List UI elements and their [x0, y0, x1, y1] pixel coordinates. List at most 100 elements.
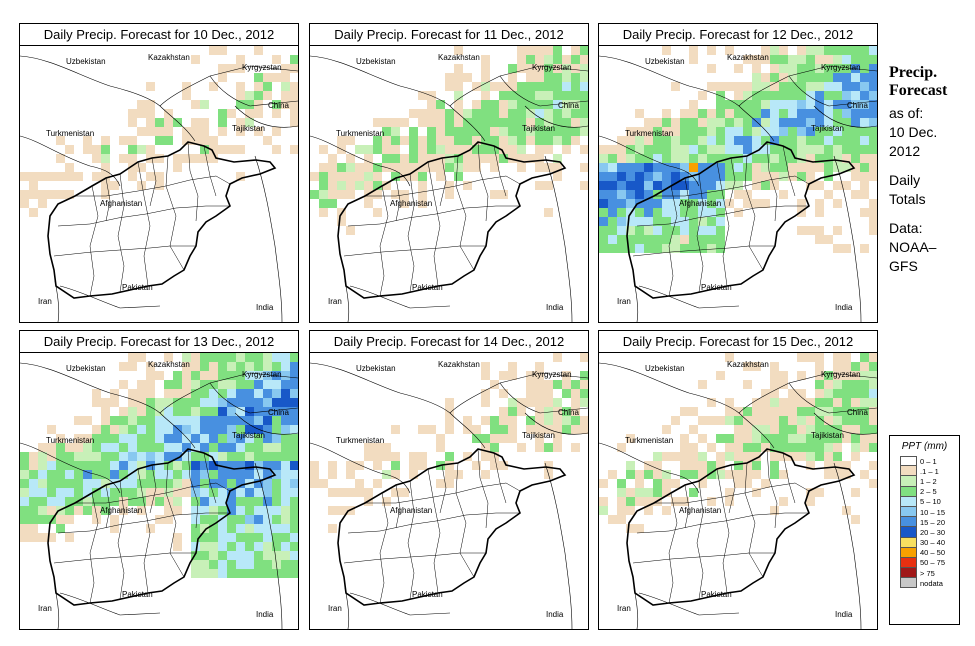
precip-cell: [626, 154, 635, 163]
precip-cell: [182, 371, 191, 380]
precip-cell: [200, 398, 209, 407]
precip-cell: [101, 452, 110, 461]
precip-cell: [851, 425, 860, 434]
precip-cell: [571, 73, 580, 82]
precip-cell: [137, 506, 146, 515]
precip-cell: [815, 136, 824, 145]
precip-cell: [716, 452, 725, 461]
label-turkmenistan: Turkmenistan: [625, 129, 673, 138]
precip-cell: [236, 524, 245, 533]
precip-cell: [815, 208, 824, 217]
precip-cell: [788, 425, 797, 434]
precip-cell: [245, 118, 254, 127]
precip-cell: [364, 452, 373, 461]
precip-cell: [245, 425, 254, 434]
precip-cell: [626, 163, 635, 172]
precip-cell: [337, 217, 346, 226]
precip-cell: [851, 154, 860, 163]
totals-line-1: Daily: [889, 172, 921, 188]
precip-cell: [155, 488, 164, 497]
precip-cell: [445, 470, 454, 479]
precip-cell: [535, 91, 544, 100]
precip-cell: [236, 533, 245, 542]
precip-cell: [119, 425, 128, 434]
precip-cell: [815, 380, 824, 389]
precip-cell: [806, 425, 815, 434]
precip-cell: [707, 127, 716, 136]
precip-cell: [209, 353, 218, 362]
precip-cell: [770, 470, 779, 479]
precip-cell: [580, 181, 588, 190]
precip-cell: [263, 497, 272, 506]
precip-cell: [254, 488, 263, 497]
precip-cell: [707, 461, 716, 470]
precip-cell: [806, 181, 815, 190]
precip-cell: [707, 82, 716, 91]
precip-cell: [436, 145, 445, 154]
precip-cell: [56, 434, 65, 443]
precip-cell: [797, 64, 806, 73]
precip-cell: [752, 127, 761, 136]
label-kazakhstan: Kazakhstan: [438, 360, 480, 369]
precip-cell: [29, 452, 38, 461]
precip-cell: [689, 461, 698, 470]
precip-cell: [200, 533, 209, 542]
precip-cell: [263, 542, 272, 551]
map: Uzbekistan Kazakhstan Kyrgyzstan China T…: [310, 353, 588, 629]
precip-cell: [137, 109, 146, 118]
precip-cell: [290, 91, 298, 100]
precip-cell: [851, 82, 860, 91]
precip-cell: [526, 55, 535, 64]
precip-cell: [209, 515, 218, 524]
precip-cell: [490, 443, 499, 452]
precip-cell: [725, 452, 734, 461]
precip-cell: [833, 226, 842, 235]
precip-cell: [716, 235, 725, 244]
precip-cell: [328, 506, 337, 515]
precip-cell: [851, 145, 860, 154]
precip-cell: [191, 470, 200, 479]
precip-cell: [508, 407, 517, 416]
precip-cell: [743, 362, 752, 371]
precip-cell: [128, 407, 137, 416]
precip-cell: [346, 488, 355, 497]
precip-cell: [716, 91, 725, 100]
precip-cell: [617, 497, 626, 506]
precip-cell: [806, 136, 815, 145]
precip-cell: [245, 461, 254, 470]
legend-entry: 15 – 20: [900, 517, 959, 528]
precip-cell: [346, 470, 355, 479]
precip-cell: [815, 145, 824, 154]
precip-cell: [824, 64, 833, 73]
precip-cell: [842, 434, 851, 443]
precip-cell: [391, 127, 400, 136]
precip-cell: [337, 190, 346, 199]
precip-cell: [869, 73, 877, 82]
precip-cell: [272, 55, 281, 64]
precip-cell: [173, 452, 182, 461]
precip-cell: [101, 407, 110, 416]
precip-cell: [599, 244, 608, 253]
precip-cell: [752, 443, 761, 452]
precip-cell: [56, 470, 65, 479]
precip-cell: [146, 118, 155, 127]
precip-cell: [245, 407, 254, 416]
precip-cell: [553, 100, 562, 109]
precip-cell: [92, 479, 101, 488]
precip-cell: [842, 470, 851, 479]
precip-cell: [716, 226, 725, 235]
precip-cell: [788, 452, 797, 461]
precip-cell: [725, 136, 734, 145]
precip-cell: [400, 199, 409, 208]
precip-cell: [481, 127, 490, 136]
precip-cell: [29, 524, 38, 533]
precip-cell: [290, 118, 298, 127]
precip-cell: [680, 172, 689, 181]
precip-cell: [227, 569, 236, 578]
precip-cell: [842, 154, 851, 163]
precip-cell: [698, 136, 707, 145]
precip-cell: [119, 497, 128, 506]
precip-cell: [245, 452, 254, 461]
precip-cell: [245, 560, 254, 569]
precip-cell: [797, 82, 806, 91]
